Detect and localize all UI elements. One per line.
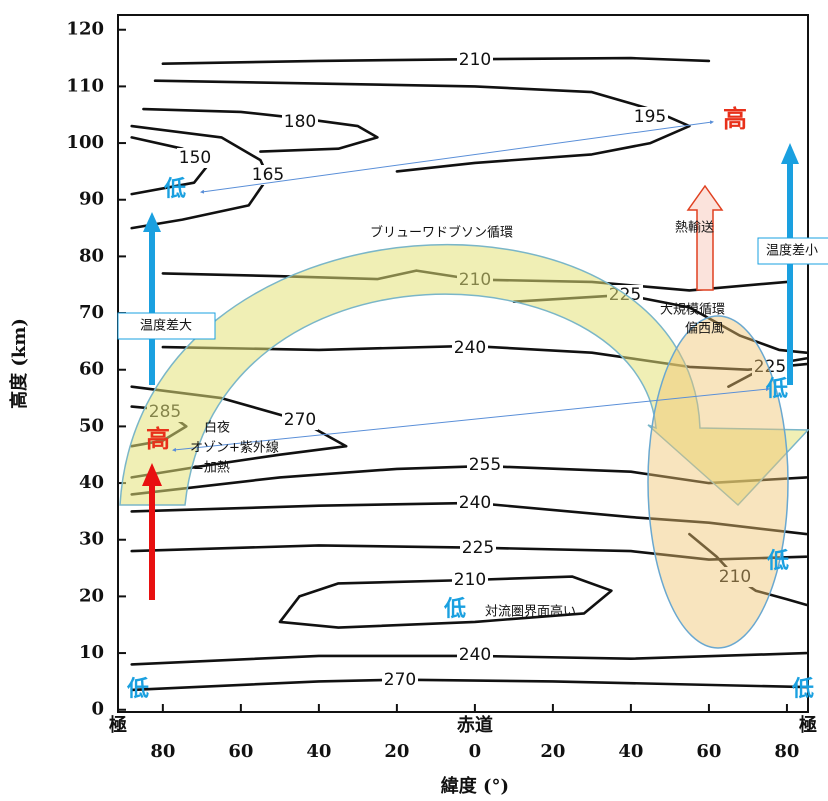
y-axis-title: 高度 (km) (8, 318, 30, 409)
y-tick-label: 50 (79, 415, 104, 436)
arrow-head (143, 212, 161, 232)
heat-arrow (688, 186, 722, 290)
contour-label: 165 (252, 165, 284, 185)
circulation-ellipse (648, 316, 788, 648)
contour-line (132, 680, 807, 690)
annotation: 高 (146, 425, 170, 453)
annotation: 低 (766, 549, 789, 574)
y-tick-label: 30 (79, 529, 104, 550)
annotation: 低 (791, 677, 814, 702)
x-tick-label: 0 (469, 741, 482, 762)
annotation: 大規模循環 (660, 303, 725, 318)
annotation: 低 (443, 597, 466, 622)
annotation: 低 (765, 377, 788, 402)
annotation: 温度差大 (140, 318, 192, 334)
x-axis-title: 緯度 (°) (441, 775, 509, 797)
annotation: 低 (163, 177, 186, 202)
contour-label: 225 (462, 538, 494, 558)
contour-label: 270 (284, 410, 316, 430)
chart: 0 10 20 30 40 50 60 70 80 90 100 110 120 80 60 40 20 0 20 4… (0, 0, 828, 801)
contour-line (143, 109, 377, 152)
link-arrow (202, 122, 712, 192)
annotation: 高 (723, 105, 747, 133)
contour-label: 210 (454, 570, 486, 590)
contour-line (163, 58, 709, 64)
contour-label: 240 (459, 645, 491, 665)
annotation: オゾン+紫外線 (190, 440, 279, 456)
contour-label: 255 (469, 455, 501, 475)
contour-label: 240 (459, 493, 491, 513)
y-tick-label: 70 (79, 302, 104, 323)
x-tick-label: 80 (150, 741, 175, 762)
pole-label: 極 (799, 714, 817, 736)
arrow-head (781, 143, 799, 164)
contour-line (155, 81, 689, 172)
y-tick-label: 40 (79, 472, 104, 493)
x-tick-label: 40 (306, 741, 331, 762)
annotation: 低 (126, 677, 149, 702)
x-tick-label: 20 (384, 741, 409, 762)
x-tick-label: 80 (774, 741, 799, 762)
annotation: 白夜 (204, 420, 230, 436)
y-tick-label: 0 (91, 699, 104, 720)
pole-label: 極 (109, 714, 127, 736)
equator-label: 赤道 (457, 714, 493, 736)
y-tick-label: 80 (79, 245, 104, 266)
x-tick-label: 40 (618, 741, 643, 762)
y-tick-label: 90 (79, 189, 104, 210)
x-tick-label: 60 (696, 741, 721, 762)
annotation: ブリューワドブソン循環 (370, 225, 513, 241)
contour-label: 240 (454, 338, 486, 358)
contour-label: 210 (459, 50, 491, 70)
y-tick-label: 100 (66, 132, 104, 153)
y-tick-label: 20 (79, 585, 104, 606)
y-tick-label: 10 (79, 642, 104, 663)
contour-label: 180 (284, 112, 316, 132)
annotation: =加熱 (193, 461, 230, 476)
x-tick-label: 60 (228, 741, 253, 762)
y-tick-label: 110 (66, 75, 104, 96)
annotation: 温度差小 (766, 243, 818, 259)
contour-label: 270 (384, 670, 416, 690)
annotation: 対流圏界面高い (485, 604, 576, 620)
annotations: 温度差大 温度差小 高 低 ブリューワドブソン循環 熱輸送 大規模循環 偏西風 … (118, 105, 828, 702)
contour-label: 150 (179, 148, 211, 168)
y-tick-label: 60 (79, 359, 104, 380)
y-tick-label: 120 (66, 19, 104, 40)
annotation: 偏西風 (685, 322, 724, 337)
contour-label: 195 (634, 107, 666, 127)
annotation: 熱輸送 (675, 221, 714, 236)
x-tick-label: 20 (540, 741, 565, 762)
